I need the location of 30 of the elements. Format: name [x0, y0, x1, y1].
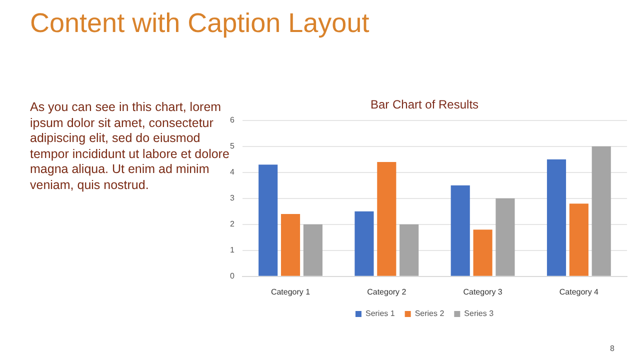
bar: [258, 164, 278, 276]
bar: [496, 198, 515, 276]
bar: [377, 162, 396, 276]
y-tick-label: 0: [230, 272, 235, 281]
y-tick-label: 5: [230, 142, 235, 151]
bar: [592, 146, 611, 276]
bar: [546, 159, 566, 276]
y-tick-label: 2: [230, 220, 235, 229]
chart-title: Bar Chart of Results: [370, 98, 479, 112]
bar: [569, 204, 588, 276]
x-tick-label: Category 4: [559, 287, 600, 296]
bar: [473, 230, 492, 276]
bar: [400, 224, 419, 276]
y-tick-label: 1: [230, 246, 235, 255]
x-tick-label: Category 2: [367, 287, 407, 296]
bar: [354, 211, 374, 276]
text: As you can see in this chart, lorem ipsum dolor sit amet, consectetur adipiscing elit, sed do eiusmod tempor incididunt ut labore et dolore magna aliqua. Ut enim ad minim veniam, quis nostrud.: [30, 100, 230, 193]
text: Content with Caption Layout: [30, 8, 370, 39]
bar: [303, 224, 322, 276]
y-tick-label: 3: [230, 194, 235, 203]
legend-label: Series 2: [414, 309, 445, 318]
x-tick-label: Category 3: [463, 287, 503, 296]
legend-label: Series 3: [464, 309, 494, 318]
y-tick-label: 4: [230, 168, 235, 177]
bar: [450, 185, 470, 276]
text: 8: [610, 344, 614, 353]
legend-label: Series 1: [365, 309, 396, 318]
x-tick-label: Category 1: [270, 287, 311, 296]
y-tick-label: 6: [230, 116, 235, 125]
bar: [280, 214, 300, 276]
